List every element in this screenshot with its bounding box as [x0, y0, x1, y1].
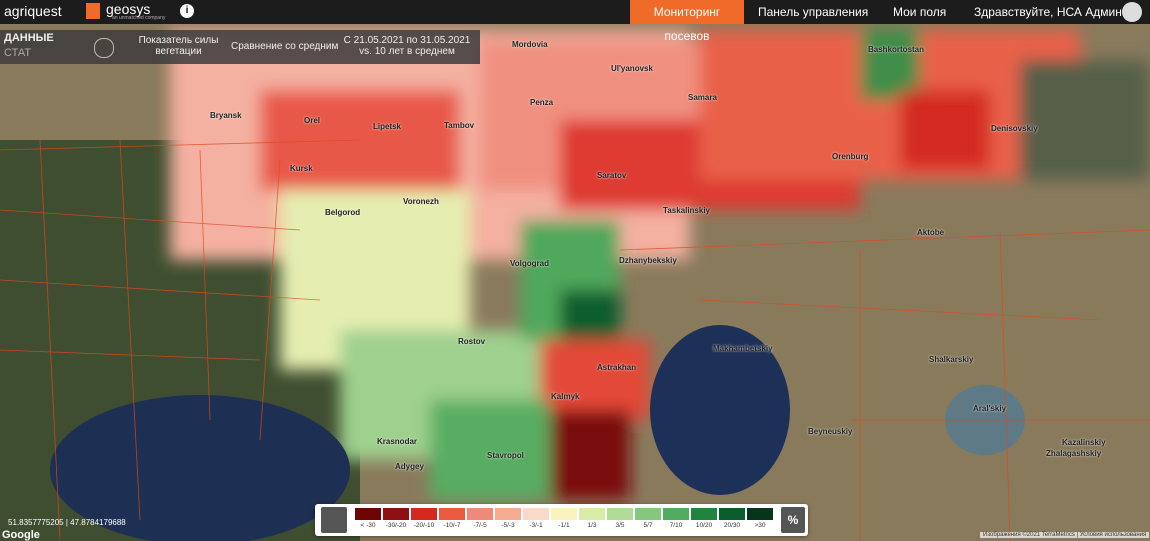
header: agriquest geosys an unmatched company i …: [0, 0, 1150, 43]
map-label: Bryansk: [210, 111, 242, 120]
attribution[interactable]: Изображения ©2021 TerraMetrics | Условия…: [980, 532, 1150, 538]
legend-label: -1/1: [558, 522, 570, 529]
legend-swatch[interactable]: [355, 508, 381, 520]
map-label: Mordovia: [512, 40, 548, 49]
map-label: Shalkarskiy: [929, 355, 974, 364]
map-label: Rostov: [458, 337, 486, 346]
map-label: Adygey: [395, 462, 424, 471]
legend-label: 5/7: [643, 522, 653, 529]
info-button[interactable]: i: [180, 4, 194, 18]
map-label: Taskalinskiy: [663, 206, 710, 215]
map-label: Tambov: [444, 121, 475, 130]
map-label: Voronezh: [403, 197, 439, 206]
partner-logo: [86, 3, 100, 19]
legend-swatch[interactable]: [635, 508, 661, 520]
nav-item[interactable]: Мои поля: [893, 5, 947, 19]
legend-label: 3/5: [615, 522, 625, 529]
indicator[interactable]: Показатель силы вегетации: [138, 35, 219, 57]
legend-swatch[interactable]: [411, 508, 437, 520]
map-label: Penza: [530, 98, 554, 107]
map-label: Astrakhan: [597, 363, 637, 372]
map-label: Ul'yanovsk: [611, 64, 653, 73]
map-label: Orenburg: [832, 152, 869, 161]
google-logo: Google: [2, 529, 40, 541]
map-label: Beyneuskiy: [808, 427, 853, 436]
section-top[interactable]: ДАННЫЕ: [4, 32, 54, 44]
brand[interactable]: agriquest: [4, 3, 62, 19]
map-label: Orel: [304, 116, 321, 125]
map-label: Lipetsk: [373, 122, 402, 131]
legend-swatch[interactable]: [439, 508, 465, 520]
legend-swatch[interactable]: [579, 508, 605, 520]
map-label: Krasnodar: [377, 437, 418, 446]
legend-label: >30: [754, 522, 766, 529]
legend-label: -20/-10: [413, 522, 435, 529]
legend-label: < -30: [360, 522, 376, 529]
map-label: Volgograd: [510, 259, 549, 268]
legend-swatch[interactable]: [663, 508, 689, 520]
map-label: Makhambetskiy: [713, 344, 773, 353]
map-label: Kalmyk: [551, 392, 580, 401]
legend-swatch[interactable]: [691, 508, 717, 520]
comparison[interactable]: Сравнение со средним: [231, 41, 339, 52]
leaf-icon: [94, 38, 114, 58]
legend-label: -7/-5: [473, 522, 487, 529]
legend-label: -5/-3: [501, 522, 515, 529]
map-label: Aktobe: [917, 228, 945, 237]
nav-item[interactable]: Панель управления: [758, 5, 869, 19]
period[interactable]: С 21.05.2021 по 31.05.2021 vs. 10 лет в …: [343, 35, 471, 57]
nav-item[interactable]: Мониторинг посевов: [630, 0, 744, 43]
legend-swatch[interactable]: [719, 508, 745, 520]
map-label: Dzhanybekskiy: [619, 256, 677, 265]
legend-swatch[interactable]: [383, 508, 409, 520]
legend-swatch[interactable]: [551, 508, 577, 520]
legend-label: -10/-7: [443, 522, 461, 529]
legend-label: 10/20: [695, 522, 713, 529]
map-label: Belgorod: [325, 208, 361, 217]
legend-label: 1/3: [587, 522, 597, 529]
map-label: Kursk: [290, 164, 313, 173]
legend-swatch[interactable]: [607, 508, 633, 520]
share-button[interactable]: [321, 507, 347, 533]
partner-tagline: an unmatched company: [112, 15, 166, 21]
legend-swatch[interactable]: [747, 508, 773, 520]
legend-label: 20/30: [723, 522, 741, 529]
unit-button[interactable]: %: [781, 507, 805, 533]
legend-label: 7/10: [669, 522, 683, 529]
coordinates: 51.8357775205 | 47.8784179688: [8, 518, 126, 527]
avatar[interactable]: [1122, 2, 1142, 22]
legend-swatch[interactable]: [523, 508, 549, 520]
legend-swatch[interactable]: [495, 508, 521, 520]
map-label: Denisovskiy: [991, 124, 1038, 133]
map-label: Zhalagashskiy: [1046, 449, 1102, 458]
legend-label: -3/-1: [529, 522, 543, 529]
legend: % < -30 -30/-20 -20/-10 -10/-7 -7/-5 -5/-3 -3/…: [315, 504, 808, 536]
toolbar: ДАННЫЕ СТАТ Показатель силы вегетации Ср…: [0, 30, 480, 64]
map-label: Aral'skiy: [973, 404, 1007, 413]
map-label: Stavropol: [487, 451, 524, 460]
nav-item[interactable]: Здравствуйте, НСА Админ 1: [974, 5, 1132, 19]
map-label: Bashkortostan: [868, 45, 925, 54]
section-bottom[interactable]: СТАТ: [4, 47, 32, 59]
legend-label: -30/-20: [385, 522, 407, 529]
legend-swatch[interactable]: [467, 508, 493, 520]
map-label: Kazalinskiy: [1062, 438, 1106, 447]
map-label: Samara: [688, 93, 717, 102]
map-label: Saratov: [597, 171, 627, 180]
partner: geosys: [106, 1, 151, 17]
